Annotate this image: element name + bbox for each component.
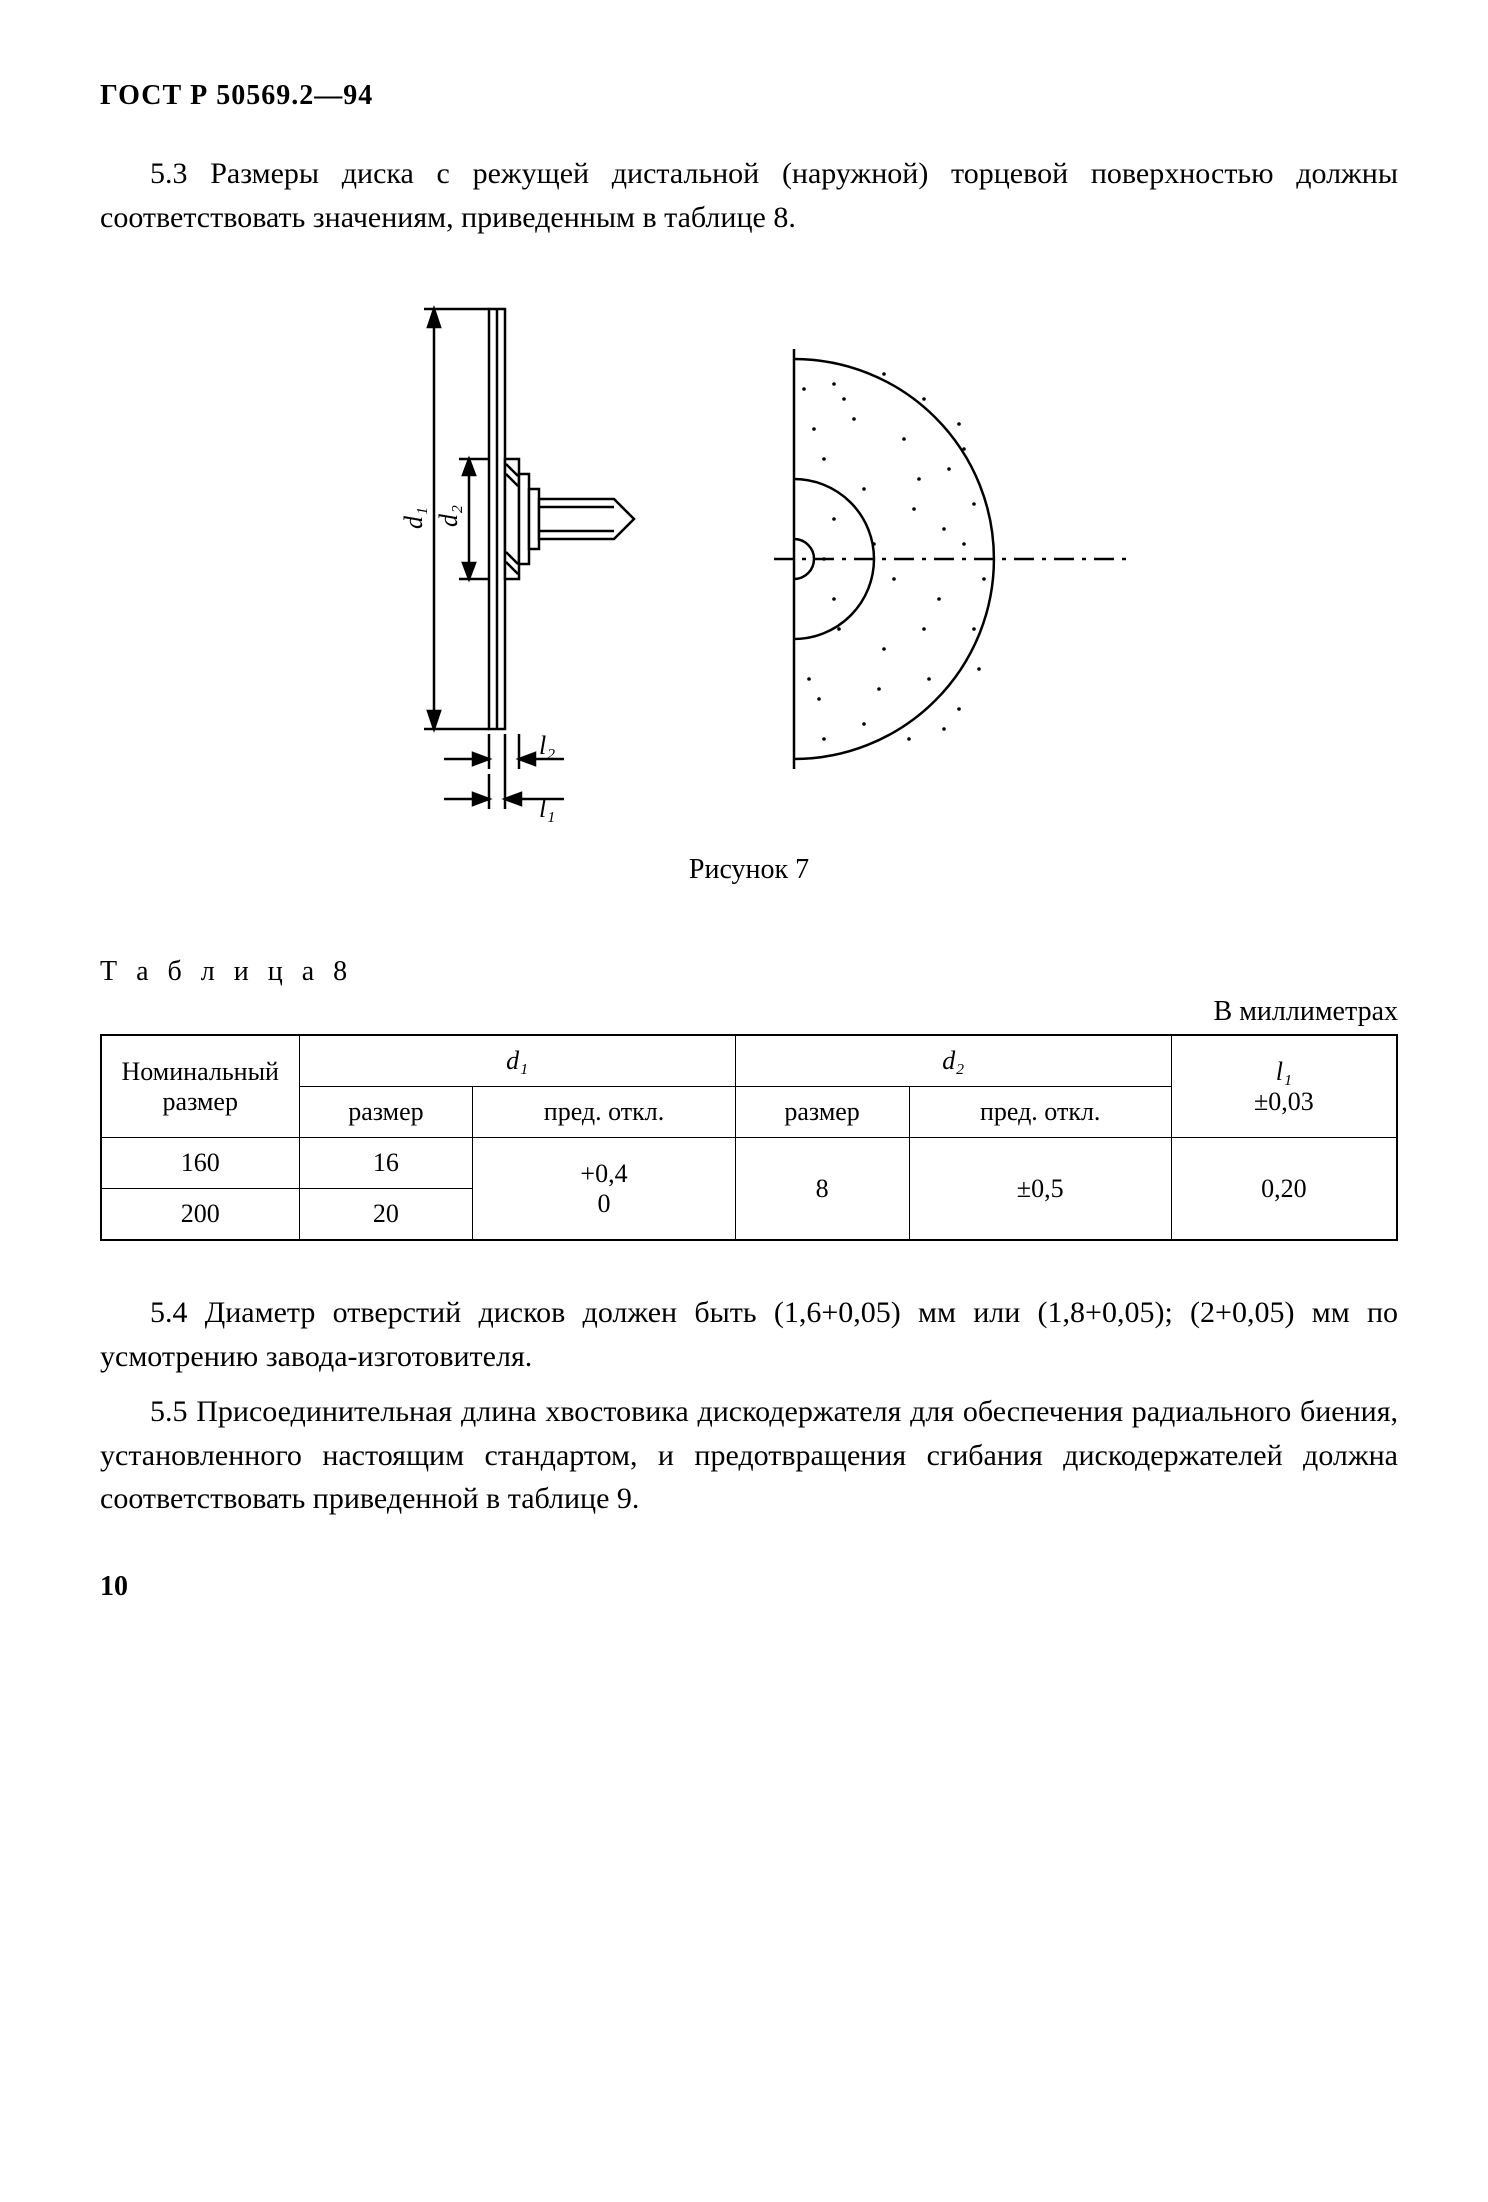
- label-l2: l₂: [539, 731, 555, 760]
- td-nominal-1: 200: [101, 1189, 299, 1241]
- td-d1size-0: 16: [299, 1138, 473, 1189]
- table-8-units: В миллиметрах: [100, 996, 1398, 1028]
- side-view-svg: d₁ d₂ l₂ l₁: [314, 289, 694, 829]
- table-8: Номинальный размер d₁ d₂ l₁ ±0,03 размер…: [100, 1034, 1398, 1241]
- th-d2-dev: пред. откл.: [909, 1087, 1171, 1138]
- td-d1-dev: +0,4 0: [473, 1138, 735, 1241]
- td-d1size-1: 20: [299, 1189, 473, 1241]
- td-d2-size: 8: [735, 1138, 909, 1241]
- th-l1-tol: ±0,03: [1254, 1087, 1314, 1116]
- paragraph-5-3: 5.3 Размеры диска с режущей дистальной (…: [100, 152, 1398, 239]
- paragraph-5-5: 5.5 Присоединительная длина хвостовика д…: [100, 1390, 1398, 1521]
- label-d2: d₂: [434, 505, 463, 527]
- td-nominal-0: 160: [101, 1138, 299, 1189]
- th-nominal: Номинальный размер: [101, 1035, 299, 1138]
- th-l1: l₁ ±0,03: [1171, 1035, 1397, 1138]
- front-view-svg: [764, 329, 1184, 789]
- th-l1-sym: l₁: [1276, 1057, 1292, 1086]
- figure-caption: Рисунок 7: [100, 854, 1398, 886]
- standard-code: ГОСТ Р 50569.2—94: [100, 80, 1398, 112]
- th-d2-size: размер: [735, 1087, 909, 1138]
- figure-drawing: d₁ d₂ l₂ l₁: [100, 289, 1398, 829]
- th-d2: d₂: [735, 1035, 1171, 1087]
- page-number: 10: [100, 1571, 1398, 1603]
- th-d1: d₁: [299, 1035, 735, 1087]
- table-8-title: Т а б л и ц а 8: [100, 956, 1398, 988]
- paragraph-5-4: 5.4 Диаметр отверстий дисков должен быть…: [100, 1291, 1398, 1378]
- td-l1: 0,20: [1171, 1138, 1397, 1241]
- label-d1: d₁: [399, 507, 428, 529]
- figure-7: d₁ d₂ l₂ l₁: [100, 289, 1398, 886]
- th-d1-size: размер: [299, 1087, 473, 1138]
- td-d2-dev: ±0,5: [909, 1138, 1171, 1241]
- th-d1-dev: пред. откл.: [473, 1087, 735, 1138]
- label-l1: l₁: [539, 794, 555, 823]
